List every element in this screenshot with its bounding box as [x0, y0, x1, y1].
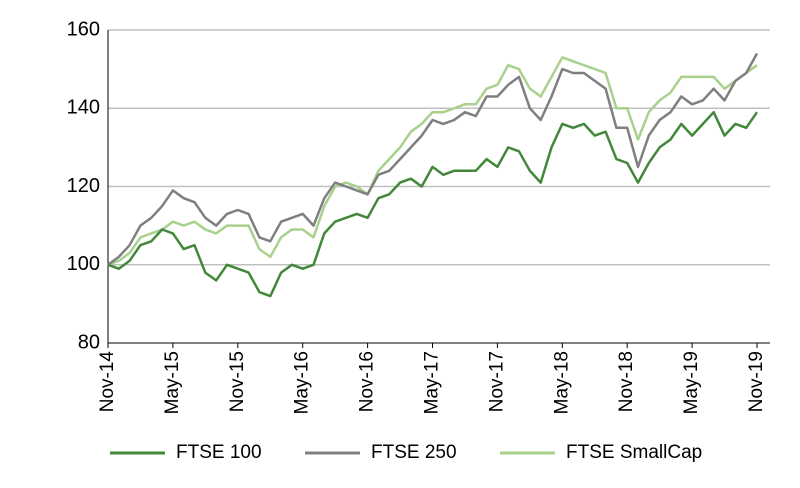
x-tick-label: Nov-17 [486, 351, 507, 412]
x-tick-label: May-15 [162, 351, 183, 414]
series-line [107, 56, 758, 266]
series-line [107, 110, 759, 298]
legend-label: FTSE 250 [371, 442, 457, 463]
x-tick-label: Nov-18 [616, 351, 637, 412]
legend-label: FTSE 100 [176, 442, 262, 463]
y-tick-label: 100 [67, 253, 100, 275]
x-tick-label: Nov-16 [357, 351, 378, 412]
x-tick-label: May-19 [681, 351, 702, 414]
x-tick-label: May-16 [292, 351, 313, 414]
y-tick-label: 140 [67, 97, 100, 119]
legend-label: FTSE SmallCap [566, 442, 702, 463]
y-tick-label: 80 [78, 331, 100, 353]
y-tick-label: 120 [67, 175, 100, 197]
x-tick-label: May-18 [551, 351, 572, 414]
x-tick-label: May-17 [422, 351, 443, 414]
x-tick-label: Nov-19 [746, 351, 767, 412]
y-tick-label: 160 [67, 18, 100, 40]
x-tick-label: Nov-14 [97, 351, 118, 413]
x-tick-label: Nov-15 [227, 351, 248, 412]
series-line [107, 52, 759, 266]
